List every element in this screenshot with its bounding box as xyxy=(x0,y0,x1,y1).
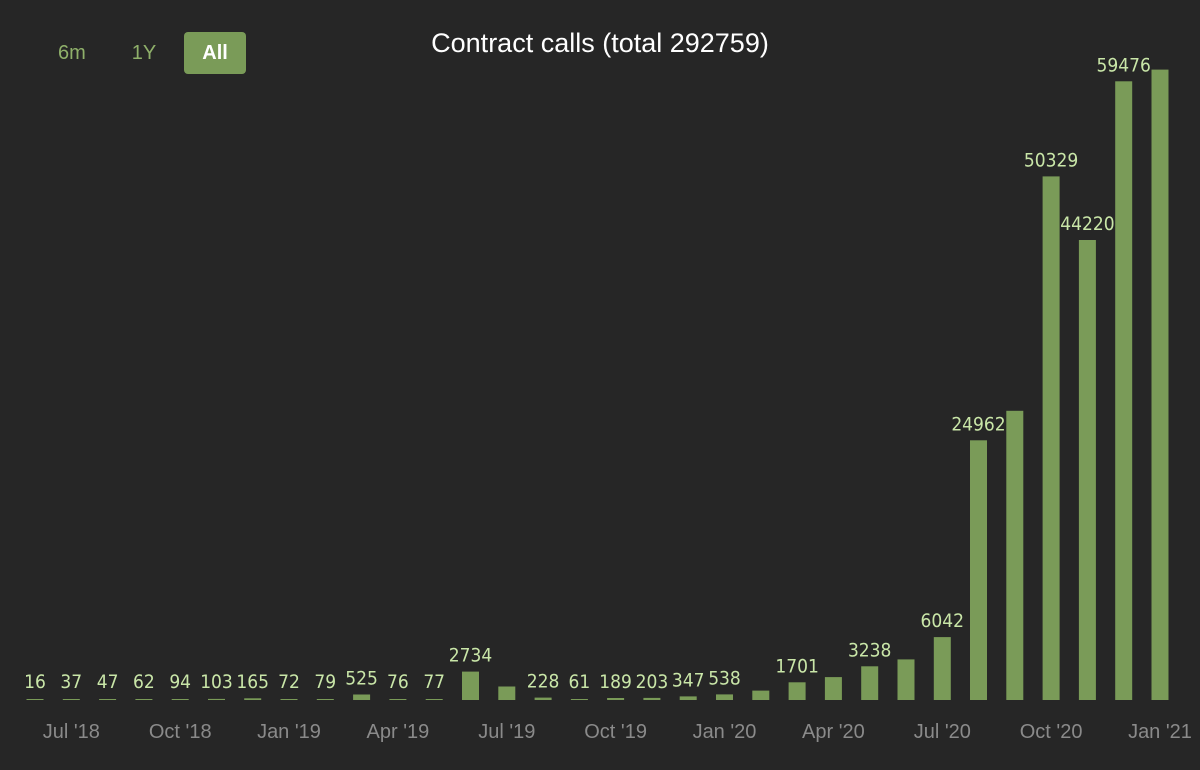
data-label-15: 61 xyxy=(569,671,591,693)
data-label-10: 76 xyxy=(387,671,409,693)
bar-22[interactable] xyxy=(824,677,842,700)
data-label-19: 538 xyxy=(708,667,741,689)
range-all-button[interactable]: All xyxy=(184,32,246,74)
bar-12[interactable] xyxy=(462,671,479,700)
data-label-6: 165 xyxy=(236,671,269,693)
bar-3[interactable] xyxy=(135,699,153,700)
x-tick-label: Jan '20 xyxy=(693,721,757,743)
bar-9[interactable] xyxy=(353,694,371,701)
data-label-21: 1701 xyxy=(775,655,819,677)
data-label-16: 189 xyxy=(599,671,632,693)
bar-26[interactable] xyxy=(970,440,987,700)
data-label-30: 59476 xyxy=(1097,54,1151,76)
data-label-7: 72 xyxy=(278,671,300,693)
x-tick-label: Apr '19 xyxy=(367,721,430,743)
data-label-28: 50329 xyxy=(1024,149,1078,171)
bar-17[interactable] xyxy=(643,697,661,700)
bar-19[interactable] xyxy=(716,694,733,700)
data-label-18: 347 xyxy=(672,669,705,691)
bar-18[interactable] xyxy=(679,696,697,700)
bar-20[interactable] xyxy=(752,690,770,700)
range-selector: 6m 1Y All xyxy=(40,32,256,74)
bar-13[interactable] xyxy=(498,686,516,701)
data-label-0: 16 xyxy=(24,671,46,693)
x-tick-label: Jan '19 xyxy=(257,721,321,743)
bar-23[interactable] xyxy=(861,666,879,700)
chart-title: Contract calls (total 292759) xyxy=(431,28,769,58)
data-label-11: 77 xyxy=(423,671,445,693)
range-6m-button[interactable]: 6m xyxy=(40,32,104,74)
data-label-4: 94 xyxy=(169,671,191,693)
bar-8[interactable] xyxy=(316,699,334,700)
data-label-2: 47 xyxy=(97,671,119,693)
data-label-23: 3238 xyxy=(848,639,892,661)
bar-7[interactable] xyxy=(280,699,298,700)
data-label-26: 24962 xyxy=(951,413,1005,435)
x-tick-label: Oct '18 xyxy=(149,721,212,743)
bar-25[interactable] xyxy=(933,637,951,700)
data-label-14: 228 xyxy=(527,671,560,693)
bar-5[interactable] xyxy=(208,698,225,700)
data-label-17: 203 xyxy=(636,671,669,693)
bar-10[interactable] xyxy=(389,699,407,700)
bar-4[interactable] xyxy=(171,699,189,700)
bar-30[interactable] xyxy=(1115,81,1133,701)
bar-29[interactable] xyxy=(1078,240,1096,700)
bar-31[interactable] xyxy=(1151,69,1169,701)
x-tick-label: Jul '20 xyxy=(914,721,971,743)
bar-1[interactable] xyxy=(62,699,80,700)
data-label-12: 2734 xyxy=(449,645,493,667)
data-label-25: 6042 xyxy=(921,610,965,632)
data-label-8: 79 xyxy=(314,671,336,693)
bar-0[interactable] xyxy=(26,699,44,700)
x-tick-label: Oct '20 xyxy=(1020,721,1083,743)
data-label-5: 103 xyxy=(200,671,233,693)
x-tick-label: Apr '20 xyxy=(802,721,865,743)
data-label-3: 62 xyxy=(133,671,155,693)
bar-16[interactable] xyxy=(607,698,625,700)
data-label-29: 44220 xyxy=(1060,213,1114,235)
range-1y-button[interactable]: 1Y xyxy=(114,32,174,74)
x-tick-label: Jan '21 xyxy=(1128,721,1192,743)
bar-2[interactable] xyxy=(99,699,117,700)
x-tick-label: Jul '18 xyxy=(43,721,100,743)
bar-28[interactable] xyxy=(1042,176,1060,700)
bar-6[interactable] xyxy=(244,698,262,700)
bar-14[interactable] xyxy=(534,697,552,700)
bar-21[interactable] xyxy=(788,682,806,700)
x-tick-label: Oct '19 xyxy=(584,721,647,743)
bar-15[interactable] xyxy=(570,699,588,700)
bar-27[interactable] xyxy=(1006,410,1024,700)
bar-24[interactable] xyxy=(897,659,915,700)
x-tick-label: Jul '19 xyxy=(478,721,535,743)
data-label-1: 37 xyxy=(60,671,82,693)
bar-11[interactable] xyxy=(425,699,443,700)
data-label-9: 525 xyxy=(345,668,378,690)
